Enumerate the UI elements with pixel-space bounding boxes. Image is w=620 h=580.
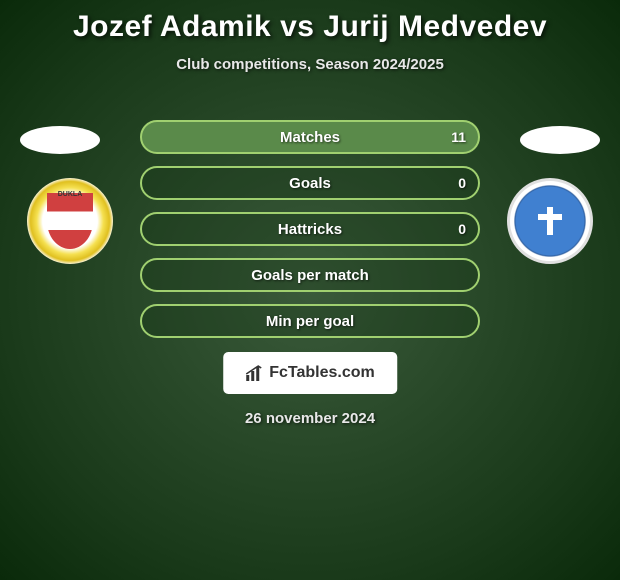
stat-value: 11: [451, 129, 466, 145]
stat-value: 0: [458, 175, 466, 191]
dukla-shield-icon: DUKLA: [47, 193, 93, 249]
logo-text: FcTables.com: [269, 364, 375, 382]
stat-label: Matches: [280, 129, 340, 146]
stat-bar-hattricks: Hattricks 0: [140, 212, 480, 246]
stats-list: Matches 11 Goals 0 Hattricks 0 Goals per…: [140, 120, 480, 350]
player-right-silhouette: [520, 126, 600, 154]
chart-icon: [245, 364, 263, 382]
comparison-date: 26 november 2024: [245, 410, 375, 427]
stat-label: Goals per match: [251, 267, 369, 284]
fctables-logo[interactable]: FcTables.com: [223, 352, 397, 394]
stat-bar-min-per-goal: Min per goal: [140, 304, 480, 338]
stat-label: Goals: [289, 175, 331, 192]
club-badge-left: DUKLA: [27, 178, 113, 264]
comparison-subtitle: Club competitions, Season 2024/2025: [0, 56, 620, 73]
slovan-crest-icon: [532, 203, 568, 239]
stat-bar-matches: Matches 11: [140, 120, 480, 154]
club-badge-right: [507, 178, 593, 264]
stat-bar-goals: Goals 0: [140, 166, 480, 200]
badge-left-label: DUKLA: [58, 191, 83, 198]
comparison-title: Jozef Adamik vs Jurij Medvedev: [0, 0, 620, 44]
stat-label: Hattricks: [278, 221, 342, 238]
player-left-silhouette: [20, 126, 100, 154]
stat-bar-goals-per-match: Goals per match: [140, 258, 480, 292]
stat-value: 0: [458, 221, 466, 237]
stat-label: Min per goal: [266, 313, 354, 330]
